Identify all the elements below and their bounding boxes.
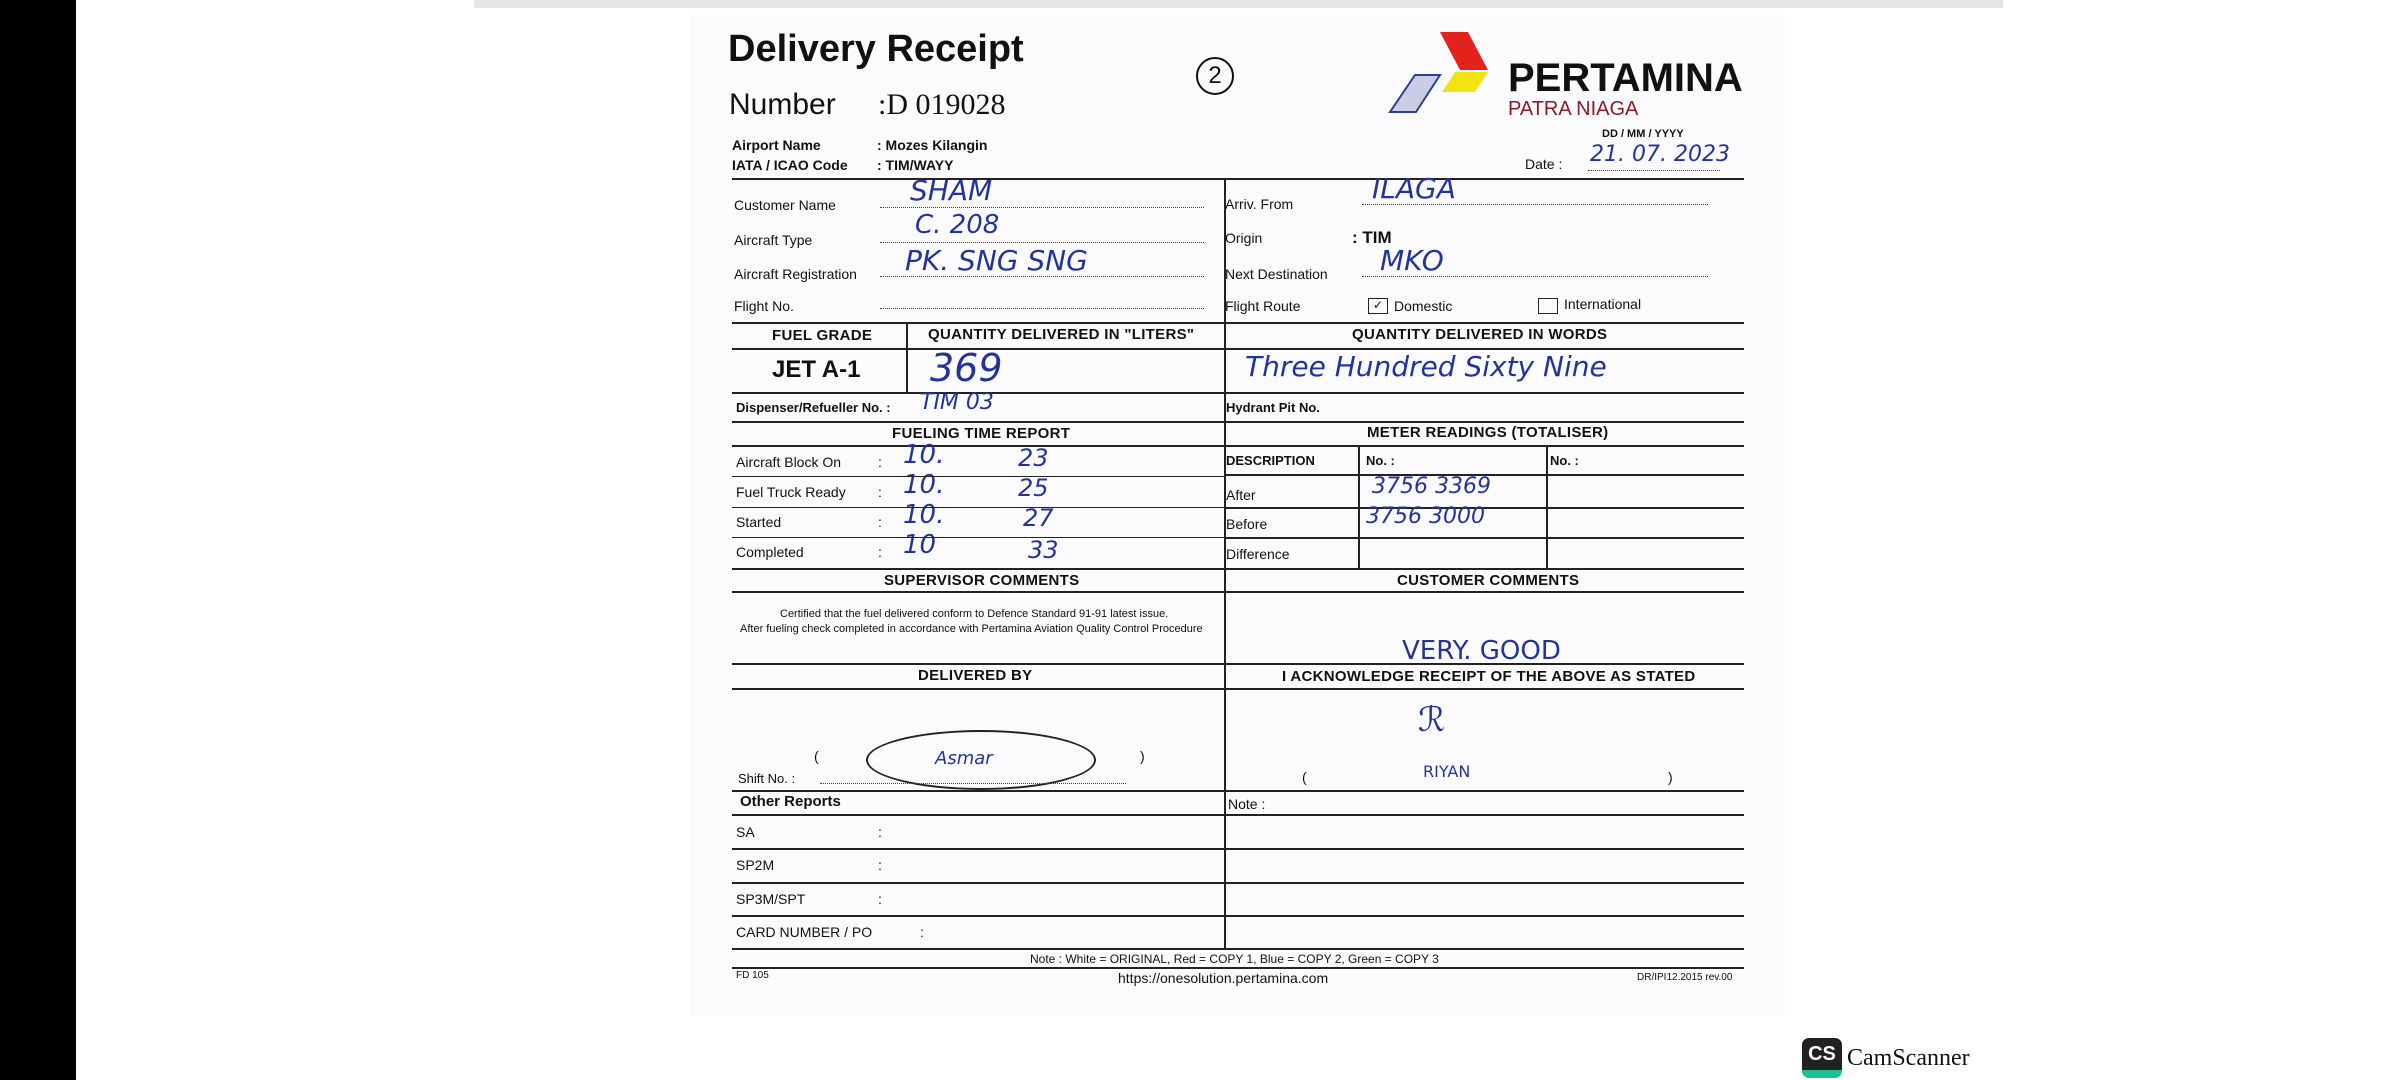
pertamina-logo-icon bbox=[1388, 32, 1488, 113]
customer-comments-header: CUSTOMER COMMENTS bbox=[1397, 572, 1580, 589]
next-destination-value: MKO bbox=[1380, 244, 1444, 277]
meter-before-label: Before bbox=[1226, 516, 1268, 532]
time-label-completed: Completed bbox=[736, 544, 804, 560]
origin-value: : TIM bbox=[1352, 228, 1392, 247]
time-minute: 27 bbox=[1023, 504, 1054, 532]
other-reports-label: Other Reports bbox=[740, 793, 841, 810]
revision-code: DR/IPI12.2015 rev.00 bbox=[1637, 972, 1733, 983]
delivered-signature-stamp bbox=[866, 730, 1096, 790]
domestic-checkbox[interactable]: ✓ bbox=[1368, 298, 1388, 314]
report-sp3m-spt: SP3M/SPT bbox=[736, 891, 806, 907]
receipt-number: :D 019028 bbox=[878, 88, 1006, 121]
form-title: Delivery Receipt bbox=[728, 28, 1024, 70]
next-destination-label: Next Destination bbox=[1225, 266, 1328, 282]
date-format: DD / MM / YYYY bbox=[1602, 128, 1684, 140]
aircraft-type-label: Aircraft Type bbox=[734, 232, 813, 248]
receiver-name: RIYAN bbox=[1423, 762, 1471, 781]
flight-route-label: Flight Route bbox=[1225, 298, 1301, 314]
origin-label: Origin bbox=[1225, 230, 1263, 246]
customer-name-label: Customer Name bbox=[734, 197, 836, 213]
certification-line-1: Certified that the fuel delivered confor… bbox=[780, 608, 1169, 620]
meter-before-value: 3756 3000 bbox=[1366, 504, 1485, 529]
report-sp2m: SP2M bbox=[736, 857, 775, 873]
qty-words-header: QUANTITY DELIVERED IN WORDS bbox=[1352, 326, 1608, 343]
time-minute: 23 bbox=[1018, 444, 1049, 472]
customer-comment-value: VERY. GOOD bbox=[1402, 636, 1561, 666]
time-label-truck-ready: Fuel Truck Ready bbox=[736, 484, 846, 500]
meter-after-value: 3756 3369 bbox=[1372, 474, 1491, 499]
registration-label: Aircraft Registration bbox=[734, 266, 857, 282]
meter-after-label: After bbox=[1226, 487, 1256, 503]
form-code: FD 105 bbox=[736, 970, 769, 981]
time-hour: 10. bbox=[903, 500, 945, 530]
shift-no-label: Shift No. : bbox=[738, 771, 796, 786]
aircraft-type-value: C. 208 bbox=[915, 210, 1000, 240]
date-value: 21. 07. 2023 bbox=[1590, 142, 1730, 167]
meter-description-header: DESCRIPTION bbox=[1226, 453, 1315, 468]
qty-liters-value: 369 bbox=[930, 346, 1003, 390]
airport-label: Airport Name bbox=[732, 137, 821, 153]
flight-no-label: Flight No. bbox=[734, 298, 794, 314]
airport-value: : Mozes Kilangin bbox=[877, 137, 988, 153]
copy-color-note: Note : White = ORIGINAL, Red = COPY 1, B… bbox=[1030, 952, 1439, 966]
meter-header: METER READINGS (TOTALISER) bbox=[1367, 424, 1609, 441]
iata-value: : TIM/WAYY bbox=[877, 157, 954, 173]
customer-name-value: SHAM bbox=[910, 174, 993, 207]
footer-url[interactable]: https://onesolution.pertamina.com bbox=[1118, 970, 1329, 986]
fuel-grade-value: JET A-1 bbox=[772, 356, 861, 383]
left-black-bar bbox=[0, 0, 76, 1080]
report-sa: SA bbox=[736, 824, 755, 840]
international-checkbox[interactable] bbox=[1538, 298, 1558, 314]
supervisor-comments-header: SUPERVISOR COMMENTS bbox=[884, 572, 1080, 589]
viewer-background bbox=[76, 0, 474, 1080]
time-hour: 10. bbox=[903, 470, 945, 500]
camscanner-text: CamScanner bbox=[1847, 1045, 1970, 1071]
iata-label: IATA / ICAO Code bbox=[732, 157, 848, 173]
brand-name: PERTAMINA bbox=[1508, 56, 1743, 100]
domestic-label: Domestic bbox=[1394, 298, 1453, 314]
camscanner-logo-icon: CS bbox=[1802, 1038, 1842, 1078]
time-hour: 10 bbox=[903, 530, 937, 560]
copy-number-mark: 2 bbox=[1196, 57, 1234, 95]
arriv-from-label: Arriv. From bbox=[1225, 196, 1294, 212]
qty-liters-header: QUANTITY DELIVERED IN "LITERS" bbox=[928, 326, 1195, 343]
arriv-from-value: ILAGA bbox=[1372, 172, 1456, 205]
delivered-signature: Asmar bbox=[935, 748, 993, 769]
meter-difference-label: Difference bbox=[1226, 546, 1290, 562]
registration-value: PK. SNG SNG bbox=[905, 244, 1088, 277]
delivered-by-header: DELIVERED BY bbox=[918, 667, 1033, 684]
brand-subtitle: PATRA NIAGA bbox=[1508, 98, 1639, 120]
time-label-block-on: Aircraft Block On bbox=[736, 454, 842, 470]
number-label: Number bbox=[729, 88, 836, 121]
time-hour: 10. bbox=[903, 440, 945, 470]
time-header: FUELING TIME REPORT bbox=[892, 425, 1071, 442]
acknowledge-header: I ACKNOWLEDGE RECEIPT OF THE ABOVE AS ST… bbox=[1282, 668, 1696, 685]
receiver-signature-icon: ℛ bbox=[1418, 700, 1446, 740]
meter-no2-header: No. : bbox=[1550, 453, 1579, 468]
meter-no1-header: No. : bbox=[1366, 453, 1395, 468]
certification-line-2: After fueling check completed in accorda… bbox=[740, 623, 1203, 635]
time-minute: 33 bbox=[1028, 536, 1059, 564]
time-minute: 25 bbox=[1018, 474, 1049, 502]
viewer-background-right bbox=[2003, 0, 2400, 1080]
report-card-number: CARD NUMBER / PO bbox=[736, 924, 873, 940]
time-label-started: Started bbox=[736, 514, 782, 530]
note-label: Note : bbox=[1228, 796, 1266, 812]
date-label: Date : bbox=[1525, 156, 1563, 172]
international-label: International bbox=[1564, 296, 1642, 312]
dispenser-value: TIM 03 bbox=[920, 390, 994, 415]
qty-words-value: Three Hundred Sixty Nine bbox=[1245, 350, 1607, 383]
dispenser-label: Dispenser/Refueller No. : bbox=[736, 400, 891, 415]
fuel-grade-header: FUEL GRADE bbox=[772, 327, 873, 344]
hydrant-label: Hydrant Pit No. bbox=[1226, 400, 1320, 415]
